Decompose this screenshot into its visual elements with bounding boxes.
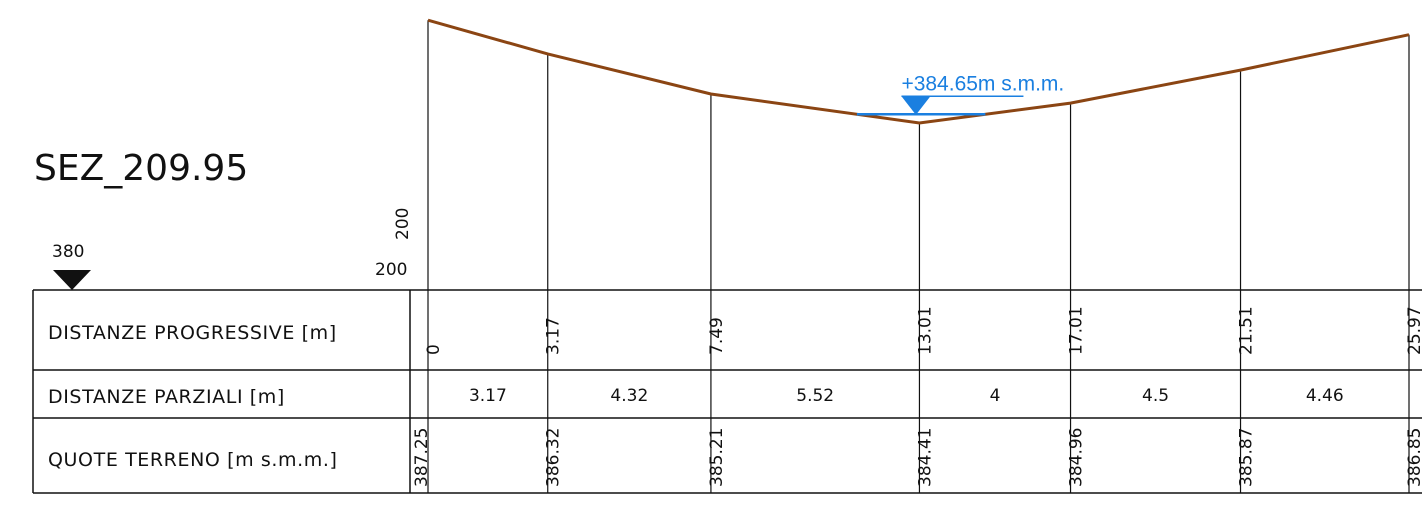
table-frame (32, 289, 1422, 494)
progressive-value: 13.01 (915, 306, 935, 355)
terrain-value: 384.41 (915, 428, 935, 487)
ground-profile (427, 18, 1410, 125)
progressive-value: 7.49 (707, 317, 727, 355)
terrain-value: 387.25 (412, 428, 432, 487)
terrain-value: 386.32 (544, 428, 564, 487)
progressive-value: 0 (424, 344, 444, 355)
table-values: 0 3.17 7.49 13.01 17.01 21.51 25.97 3.17 4.32 5.5… (412, 306, 1422, 487)
water-level-label: +384.65m s.m.m. (901, 72, 1064, 95)
terrain-value: 385.21 (707, 428, 727, 487)
water-level-triangle-icon (901, 96, 930, 115)
partial-value: 4 (990, 386, 1001, 406)
terrain-value: 384.96 (1067, 428, 1087, 487)
ground-line (427, 18, 1410, 125)
terrain-value: 385.87 (1237, 428, 1257, 487)
row-label-partial: DISTANZE PARZIALI [m] (48, 386, 285, 408)
progressive-value: 17.01 (1067, 306, 1087, 355)
datum-label: 380 (52, 242, 84, 262)
partial-value: 3.17 (469, 386, 507, 406)
horizontal-scale-label: 200 (375, 260, 407, 280)
row-label-progressive: DISTANZE PROGRESSIVE [m] (48, 322, 337, 344)
partial-value: 4.5 (1142, 386, 1169, 406)
progressive-value: 21.51 (1237, 306, 1257, 355)
progressive-value: 25.97 (1405, 306, 1422, 355)
water-level-group: +384.65m s.m.m. (856, 72, 1064, 116)
partial-value: 4.46 (1306, 386, 1344, 406)
partial-value: 5.52 (796, 386, 834, 406)
progressive-value: 3.17 (544, 317, 564, 355)
station-lines (427, 20, 1410, 493)
water-level-slash (914, 95, 931, 115)
section-title: SEZ_209.95 (34, 148, 248, 189)
row-label-terrain: QUOTE TERRENO [m s.m.m.] (48, 449, 338, 471)
partial-value: 4.32 (610, 386, 648, 406)
terrain-value: 386.85 (1405, 428, 1422, 487)
triangle-down-icon (53, 270, 91, 290)
vertical-scale-label: 200 (393, 208, 413, 240)
